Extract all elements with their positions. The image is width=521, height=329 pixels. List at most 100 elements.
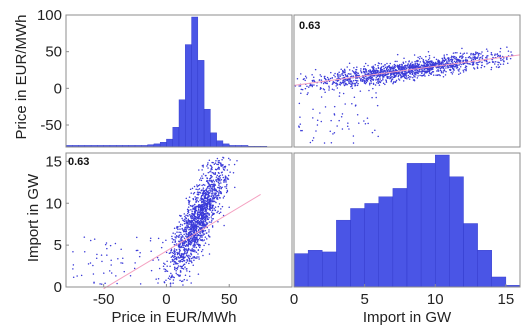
scatter-point [179, 225, 181, 227]
scatter-point [423, 68, 425, 71]
scatter-point [204, 213, 206, 216]
scatter-point [197, 184, 200, 187]
scatter-point [472, 62, 475, 65]
scatter-point [471, 58, 473, 60]
scatter-point [200, 177, 202, 179]
scatter-point [433, 56, 435, 59]
scatter-point [328, 89, 330, 91]
scatter-point [458, 73, 460, 75]
scatter-point [104, 282, 106, 285]
scatter-point [445, 67, 447, 69]
scatter-point [378, 75, 381, 77]
scatter-point [202, 183, 205, 186]
scatter-point [210, 176, 212, 179]
scatter-point [376, 71, 379, 74]
scatter-point [355, 68, 357, 71]
scatter-point [196, 235, 199, 237]
scatter-point [165, 239, 167, 242]
scatter-point [422, 58, 424, 61]
scatter-point [198, 209, 200, 211]
fit-line [293, 54, 521, 86]
scatter-point [351, 82, 354, 85]
scatter-point [467, 63, 469, 65]
scatter-point [412, 79, 415, 81]
scatter-point [206, 187, 209, 189]
scatter-point [323, 77, 326, 80]
scatter-point [355, 79, 358, 82]
scatter-point [320, 96, 323, 98]
scatter-point [399, 73, 401, 76]
scatter-point [311, 85, 314, 88]
scatter-point [401, 64, 403, 66]
scatter-point [319, 86, 322, 89]
scatter-point [217, 178, 219, 181]
scatter-point [208, 190, 210, 192]
scatter-point [425, 63, 428, 66]
scatter-point [477, 61, 480, 63]
scatter-point [222, 176, 224, 179]
scatter-point [201, 218, 204, 220]
scatter-point [198, 243, 201, 246]
scatter-point [330, 71, 332, 74]
scatter-point [451, 73, 454, 75]
scatter-point [370, 72, 372, 74]
scatter-point [178, 234, 181, 236]
tick-labels: -50 0 50 100 0 5 10 15 -50 0 50 0 5 10 15 [37, 7, 514, 308]
scatter-point [346, 74, 349, 76]
scatter-point [309, 141, 312, 144]
scatter-point [182, 268, 185, 270]
scatter-point [506, 58, 508, 61]
scatter-point [216, 211, 218, 214]
import-y-tick-label: 0 [54, 279, 62, 296]
scatter-point [201, 210, 204, 213]
scatter-point [201, 177, 204, 179]
scatter-point [172, 276, 174, 278]
scatter-point [76, 275, 78, 277]
scatter-point [202, 199, 205, 202]
scatter-point [184, 266, 186, 268]
scatter-point [163, 262, 165, 265]
scatter-point [216, 174, 219, 177]
scatter-point [204, 199, 206, 202]
scatter-point [382, 79, 384, 81]
scatter-point [446, 65, 448, 68]
scatter-point [436, 66, 439, 68]
scatter-point [195, 216, 197, 218]
price-histogram-bar [185, 44, 192, 148]
scatter-point [405, 76, 408, 78]
scatter-point [217, 221, 219, 223]
scatter-point [204, 220, 207, 222]
scatter-point [169, 278, 171, 281]
scatter-point [179, 215, 182, 217]
scatter-point [424, 70, 427, 73]
scatter-point [427, 65, 429, 67]
scatter-point [109, 244, 112, 247]
scatter-point [461, 56, 463, 59]
scatter-point [220, 179, 223, 181]
scatter-point [476, 66, 479, 68]
scatter-point [331, 88, 334, 90]
panel-import-vs-price [293, 46, 521, 144]
scatter-point [506, 46, 508, 48]
scatter-point [199, 217, 202, 220]
scatter-point [218, 186, 220, 189]
scatter-point [358, 74, 360, 77]
scatter-point [215, 198, 218, 200]
top-left-y-axis-label: Price in EUR/MWh [13, 14, 30, 139]
scatter-point [475, 62, 478, 64]
scatter-point [418, 57, 421, 60]
scatter-point [416, 69, 419, 72]
scatter-point [200, 220, 203, 223]
scatter-point [212, 217, 214, 220]
import-histogram-bar [463, 223, 478, 288]
scatter-point [206, 223, 208, 225]
scatter-point [191, 217, 193, 219]
scatter-point [460, 63, 462, 66]
scatter-point [209, 171, 211, 173]
scatter-point [379, 81, 382, 84]
scatter-point [80, 274, 83, 277]
scatter-point [176, 268, 179, 270]
scatter-point [490, 68, 492, 71]
fit-line [103, 194, 261, 290]
scatter-point [199, 204, 201, 206]
